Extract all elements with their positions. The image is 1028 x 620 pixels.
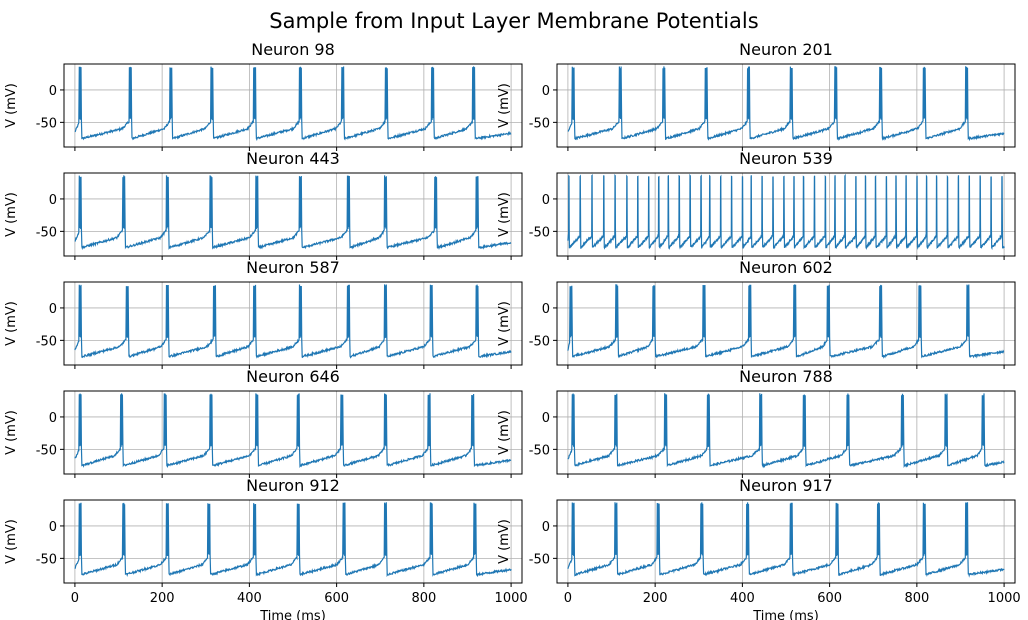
panel-title: Neuron 602 xyxy=(739,258,833,277)
panel-title: Neuron 912 xyxy=(246,476,340,495)
y-tick-label: 0 xyxy=(542,193,550,208)
axes-frame xyxy=(63,390,523,475)
panel-title: Neuron 443 xyxy=(246,149,340,168)
y-axis-label: V (mV) xyxy=(497,83,512,128)
x-tick-label: 600 xyxy=(324,591,349,606)
x-tick-label: 1000 xyxy=(988,591,1021,606)
x-tick-label: 400 xyxy=(730,591,755,606)
membrane-trace xyxy=(74,393,512,469)
y-tick-label: -50 xyxy=(36,225,57,240)
y-axis-label: V (mV) xyxy=(4,519,19,564)
panel-8: Neuron 788 -50 0 V (mV) xyxy=(497,367,1016,478)
y-tick-label: 0 xyxy=(49,411,57,426)
y-tick-label: -50 xyxy=(529,552,550,567)
x-tick-label: 400 xyxy=(237,591,262,606)
panel-3: Neuron 443 -50 0 V (mV) xyxy=(4,149,523,260)
x-tick-label: 200 xyxy=(643,591,668,606)
y-tick-label: 0 xyxy=(542,411,550,426)
panel-6: Neuron 602 -50 0 V (mV) xyxy=(497,258,1016,369)
membrane-trace xyxy=(567,284,1005,359)
x-axis-label: Time (ms) xyxy=(259,609,326,620)
y-axis-label: V (mV) xyxy=(4,192,19,237)
panel-10: Neuron 917 0 200 400 600 800 1000 -50 0 V (mV) Tim… xyxy=(497,476,1021,620)
panel-title: Neuron 917 xyxy=(739,476,833,495)
panel-title: Neuron 788 xyxy=(739,367,833,386)
panel-title: Neuron 98 xyxy=(251,40,335,59)
membrane-trace xyxy=(567,502,1005,578)
membrane-trace xyxy=(567,173,1005,251)
panel-1: Neuron 98 -50 0 V (mV) xyxy=(4,40,523,151)
y-tick-label: 0 xyxy=(49,302,57,317)
panel-5: Neuron 587 -50 0 V (mV) xyxy=(4,258,523,369)
panel-9: Neuron 912 0 200 400 600 800 1000 -50 0 V (mV) Tim… xyxy=(4,476,528,620)
y-tick-label: -50 xyxy=(36,443,57,458)
axes-frame xyxy=(556,281,1016,366)
x-tick-label: 600 xyxy=(817,591,842,606)
x-tick-label: 800 xyxy=(411,591,436,606)
y-axis-label: V (mV) xyxy=(497,192,512,237)
x-tick-label: 0 xyxy=(71,591,79,606)
axes-frame xyxy=(63,63,523,148)
y-tick-label: -50 xyxy=(36,116,57,131)
y-tick-label: -50 xyxy=(36,334,57,349)
axes-frame xyxy=(556,172,1016,257)
y-tick-label: 0 xyxy=(542,302,550,317)
membrane-trace xyxy=(567,66,1005,142)
y-tick-label: -50 xyxy=(529,225,550,240)
figure-title: Sample from Input Layer Membrane Potenti… xyxy=(269,9,758,33)
y-tick-label: 0 xyxy=(542,84,550,99)
y-axis-label: V (mV) xyxy=(497,410,512,455)
y-tick-label: 0 xyxy=(49,193,57,208)
x-tick-label: 0 xyxy=(564,591,572,606)
y-tick-label: -50 xyxy=(529,116,550,131)
x-tick-label: 200 xyxy=(150,591,175,606)
y-tick-label: 0 xyxy=(542,520,550,535)
y-tick-label: -50 xyxy=(36,552,57,567)
x-tick-label: 1000 xyxy=(495,591,528,606)
axes-frame xyxy=(63,172,523,257)
membrane-trace xyxy=(567,393,1005,469)
y-tick-label: 0 xyxy=(49,84,57,99)
membrane-trace xyxy=(74,66,512,142)
axes-frame xyxy=(63,499,523,584)
y-tick-label: 0 xyxy=(49,520,57,535)
y-axis-label: V (mV) xyxy=(4,410,19,455)
y-tick-label: -50 xyxy=(529,443,550,458)
y-axis-label: V (mV) xyxy=(4,83,19,128)
y-axis-label: V (mV) xyxy=(497,301,512,346)
panel-title: Neuron 539 xyxy=(739,149,833,168)
axes-frame xyxy=(63,281,523,366)
panel-7: Neuron 646 -50 0 V (mV) xyxy=(4,367,523,478)
y-tick-label: -50 xyxy=(529,334,550,349)
y-axis-label: V (mV) xyxy=(497,519,512,564)
panel-2: Neuron 201 -50 0 V (mV) xyxy=(497,40,1016,151)
axes-frame xyxy=(556,390,1016,475)
axes-frame xyxy=(556,499,1016,584)
membrane-trace xyxy=(74,502,512,578)
membrane-trace xyxy=(74,175,512,251)
membrane-trace xyxy=(74,284,512,359)
axes-frame xyxy=(556,63,1016,148)
x-axis-label: Time (ms) xyxy=(752,609,819,620)
x-tick-label: 800 xyxy=(904,591,929,606)
panel-4: Neuron 539 -50 0 V (mV) xyxy=(497,149,1016,260)
panel-title: Neuron 587 xyxy=(246,258,340,277)
panel-title: Neuron 201 xyxy=(739,40,833,59)
y-axis-label: V (mV) xyxy=(4,301,19,346)
panel-title: Neuron 646 xyxy=(246,367,340,386)
